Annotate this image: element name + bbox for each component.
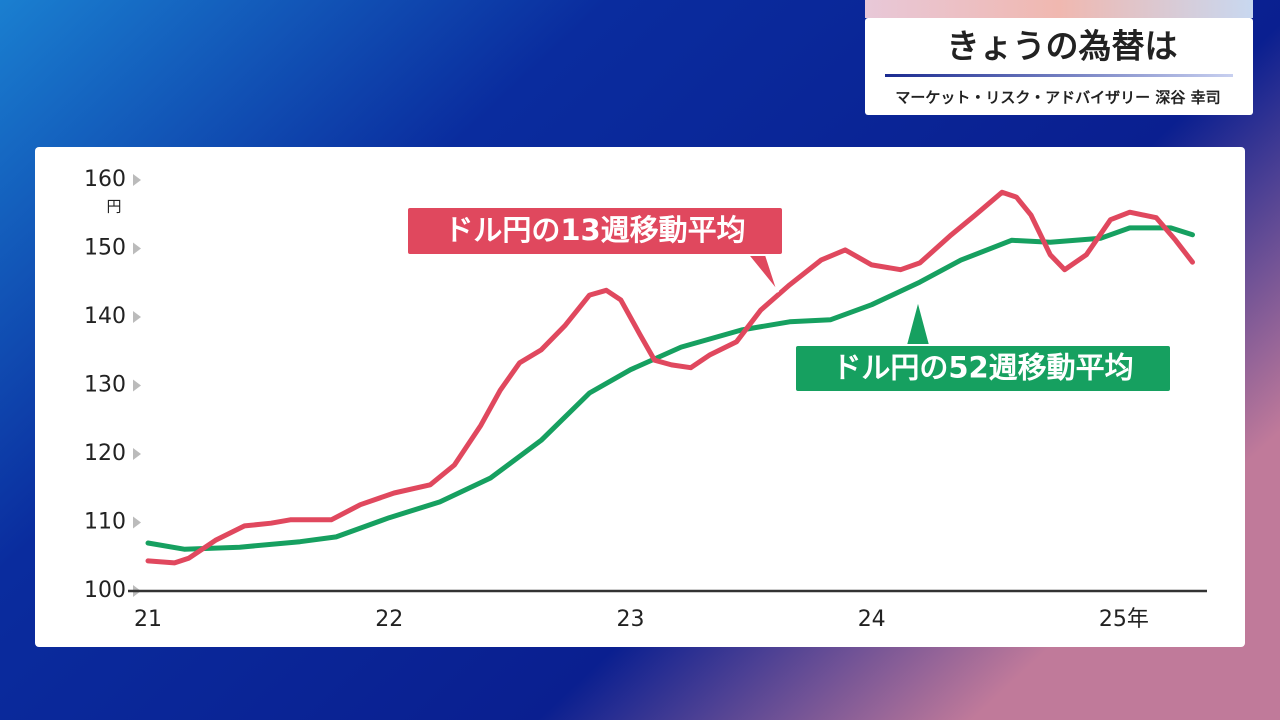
plot: 100 110 120 130 140 150 160 円 21 22 23 24 25年 ドル円の13週… xyxy=(84,167,1207,632)
y-tick-mark xyxy=(133,174,141,186)
y-tick-label: 130 xyxy=(84,373,126,398)
x-tick-label: 23 xyxy=(616,607,644,632)
y-tick-label: 120 xyxy=(84,441,126,466)
line-series xyxy=(145,225,1195,552)
y-tick-label: 140 xyxy=(84,304,126,329)
line-series xyxy=(145,189,1195,566)
header-box xyxy=(865,18,1253,115)
header-bar xyxy=(865,0,1253,18)
x-tick-label: 25年 xyxy=(1099,607,1149,632)
y-tick-mark xyxy=(133,516,141,529)
header-title: きょうの為替は xyxy=(947,27,1178,66)
legend-label: ドル円の13週移動平均 xyxy=(444,213,745,247)
legend-label: ドル円の52週移動平均 xyxy=(832,351,1133,385)
y-unit: 円 xyxy=(106,198,121,216)
legend-box xyxy=(406,206,784,256)
y-tick-mark xyxy=(133,242,141,255)
x-tick-label: 24 xyxy=(858,607,886,632)
y-tick-mark xyxy=(133,379,141,392)
y-tick-mark xyxy=(133,448,141,460)
y-tick-mark xyxy=(133,311,141,323)
y-tick-label: 160 xyxy=(84,167,126,192)
x-tick-label: 21 xyxy=(134,607,162,632)
legend-box xyxy=(794,344,1172,393)
header-rule xyxy=(885,74,1233,77)
x-tick-label: 22 xyxy=(375,607,403,632)
y-tick-label: 100 xyxy=(84,578,126,603)
y-tick-label: 110 xyxy=(84,510,126,535)
header-subtitle: マーケット・リスク・アドバイザリー 深谷 幸司 xyxy=(895,89,1220,107)
y-tick-label: 150 xyxy=(84,236,126,261)
